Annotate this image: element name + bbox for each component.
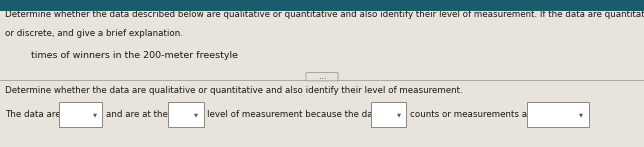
Text: level of measurement because the data: level of measurement because the data [207, 110, 382, 119]
Text: …: … [318, 72, 326, 81]
Bar [371, 102, 406, 127]
Text: times of winners in the 200-meter freestyle: times of winners in the 200-meter freest… [19, 51, 238, 60]
Bar [59, 102, 102, 127]
Text: ▼: ▼ [579, 112, 583, 117]
Bar [527, 102, 589, 127]
Text: Determine whether the data described below are qualitative or quantitative and a: Determine whether the data described bel… [5, 10, 644, 19]
Text: ▼: ▼ [397, 112, 401, 117]
Text: or discrete, and give a brief explanation.: or discrete, and give a brief explanatio… [5, 29, 183, 38]
Bar [0, 0, 644, 11]
Text: The data are: The data are [5, 110, 61, 119]
Text: counts or measurements and: counts or measurements and [410, 110, 538, 119]
Text: ▼: ▼ [194, 112, 198, 117]
FancyBboxPatch shape [306, 73, 338, 81]
Bar [168, 102, 204, 127]
Text: and are at the: and are at the [106, 110, 168, 119]
Text: ▼: ▼ [93, 112, 97, 117]
Text: Determine whether the data are qualitative or quantitative and also identify the: Determine whether the data are qualitati… [5, 86, 463, 95]
